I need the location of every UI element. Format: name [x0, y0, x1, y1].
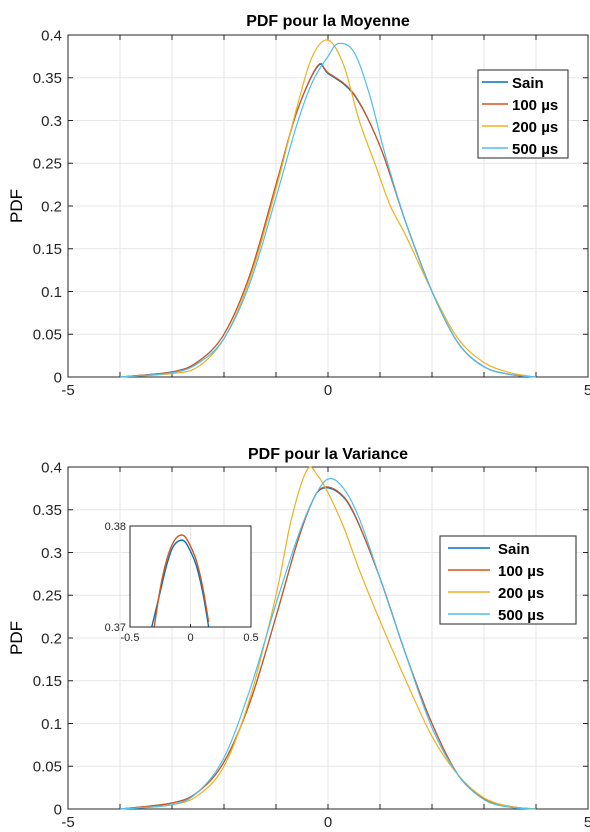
x-tick-label: -5: [61, 382, 74, 399]
y-axis-label: PDF: [7, 621, 26, 655]
y-tick-label: 0.05: [33, 759, 62, 776]
y-tick-label: 0.2: [41, 630, 62, 647]
y-tick-label: 0.1: [41, 716, 62, 733]
x-tick-label: 5: [584, 814, 590, 831]
inset-lines: [151, 534, 210, 628]
y-tick-label: 0: [54, 369, 62, 386]
plot-lines: [119, 39, 537, 378]
chart-title: PDF pour la Variance: [248, 446, 408, 463]
y-tick-label: 0.15: [33, 673, 62, 690]
y-tick-label: 0.3: [41, 113, 62, 130]
x-tick-label: -5: [61, 814, 74, 831]
legend-label: 200 µs: [498, 585, 544, 602]
legend-box: [439, 535, 577, 625]
y-tick-label: 0.4: [41, 27, 62, 44]
legend-label: 100 µs: [498, 563, 544, 580]
y-tick-label: 0.25: [33, 156, 62, 173]
y-axis-label: PDF: [7, 189, 26, 223]
y-tick-label: 0.2: [41, 198, 62, 215]
y-tick-label: 0.15: [33, 241, 62, 258]
chart-moyenne: PDF pour la Moyenne PDF 0 0.05 0.1 0.15 0.2 0…: [7, 13, 590, 399]
legend: Sain 100 µs 200 µs 500 µs: [477, 69, 569, 159]
chart-title: PDF pour la Moyenne: [246, 13, 410, 30]
legend-box: [477, 69, 569, 159]
ticks: 00.050.10.150.20.250.30.350.4-5 0 5: [33, 27, 590, 399]
x-tick-label: 0: [187, 632, 193, 644]
y-tick-label: 0.3: [41, 545, 62, 562]
y-tick-label: 0.37: [105, 622, 126, 634]
x-tick-label: -0.5: [121, 632, 140, 644]
y-tick-label: 0: [54, 801, 62, 818]
series-line: [151, 539, 210, 628]
series-line: [119, 42, 537, 378]
legend-label: 500 µs: [498, 607, 544, 624]
chart-variance: PDF pour la Variance PDF 0 0.05 0.1 0.15 0.2…: [7, 446, 590, 831]
x-tick-label: 0.5: [243, 632, 258, 644]
ticks: 00.050.10.150.20.250.30.350.4-5 0 5: [33, 459, 590, 831]
y-tick-label: 0.1: [41, 284, 62, 301]
y-tick-label: 0.35: [33, 70, 62, 87]
y-tick-label: 0.25: [33, 588, 62, 605]
grid: [68, 35, 588, 377]
y-tick-label: 0.4: [41, 459, 62, 476]
legend-label: Sain: [498, 541, 530, 558]
legend: Sain 100 µs 200 µs 500 µs: [439, 535, 577, 625]
series-line: [153, 534, 210, 628]
y-tick-label: 0.35: [33, 502, 62, 519]
legend-label: Sain: [512, 75, 544, 92]
legend-label: 200 µs: [512, 119, 558, 136]
y-tick-label: 0.38: [105, 521, 126, 533]
x-tick-label: 0: [324, 814, 332, 831]
x-tick-label: 5: [584, 382, 590, 399]
inset-ticks: 0.37 0.38 -0.5 0 0.5: [105, 521, 259, 644]
grid: [68, 467, 588, 809]
inset-plot: 0.37 0.38 -0.5 0 0.5: [105, 521, 259, 644]
series-line: [119, 477, 537, 810]
legend-label: 100 µs: [512, 97, 558, 114]
y-tick-label: 0.05: [33, 327, 62, 344]
plot-lines: [119, 466, 537, 810]
legend-label: 500 µs: [512, 141, 558, 158]
x-tick-label: 0: [324, 382, 332, 399]
